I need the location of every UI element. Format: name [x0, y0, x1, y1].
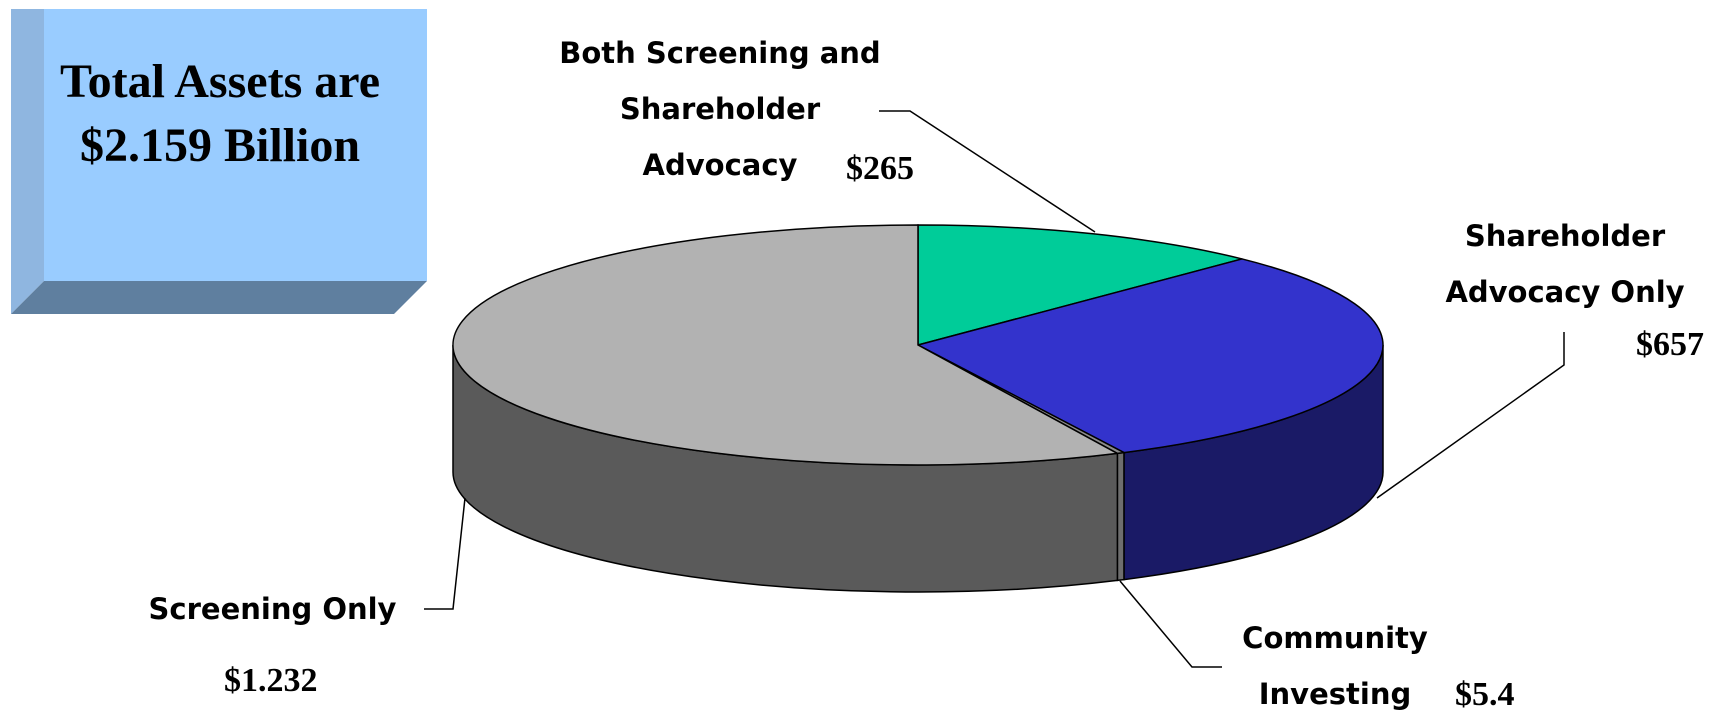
title-box [44, 9, 427, 281]
leader-line [424, 497, 466, 610]
leader-line [1376, 332, 1565, 499]
value-label: $1.232 [224, 662, 318, 699]
leaders [424, 110, 1565, 668]
slice-label: Shareholder Advocacy Only [1445, 219, 1685, 309]
slice-label: Screening Only [148, 592, 397, 626]
leader-line [879, 110, 1096, 233]
slice-label: Community Investing [1242, 621, 1428, 711]
pie [452, 224, 1384, 593]
slice-label: Both Screening and Shareholder Advocacy [559, 36, 881, 182]
chart-title: Total Assets are $2.159 Billion [59, 55, 380, 172]
box-bevel-bottom [11, 281, 427, 314]
slice [917, 224, 1243, 346]
leader-line [1119, 580, 1222, 668]
value-label: $657 [1636, 326, 1704, 363]
box-bevel-left [11, 9, 44, 314]
slice [915, 258, 1384, 454]
value-label: $265 [846, 150, 914, 187]
slice [452, 224, 1120, 466]
slice-side [1116, 451, 1125, 582]
value-label: $5.4 [1455, 676, 1515, 712]
